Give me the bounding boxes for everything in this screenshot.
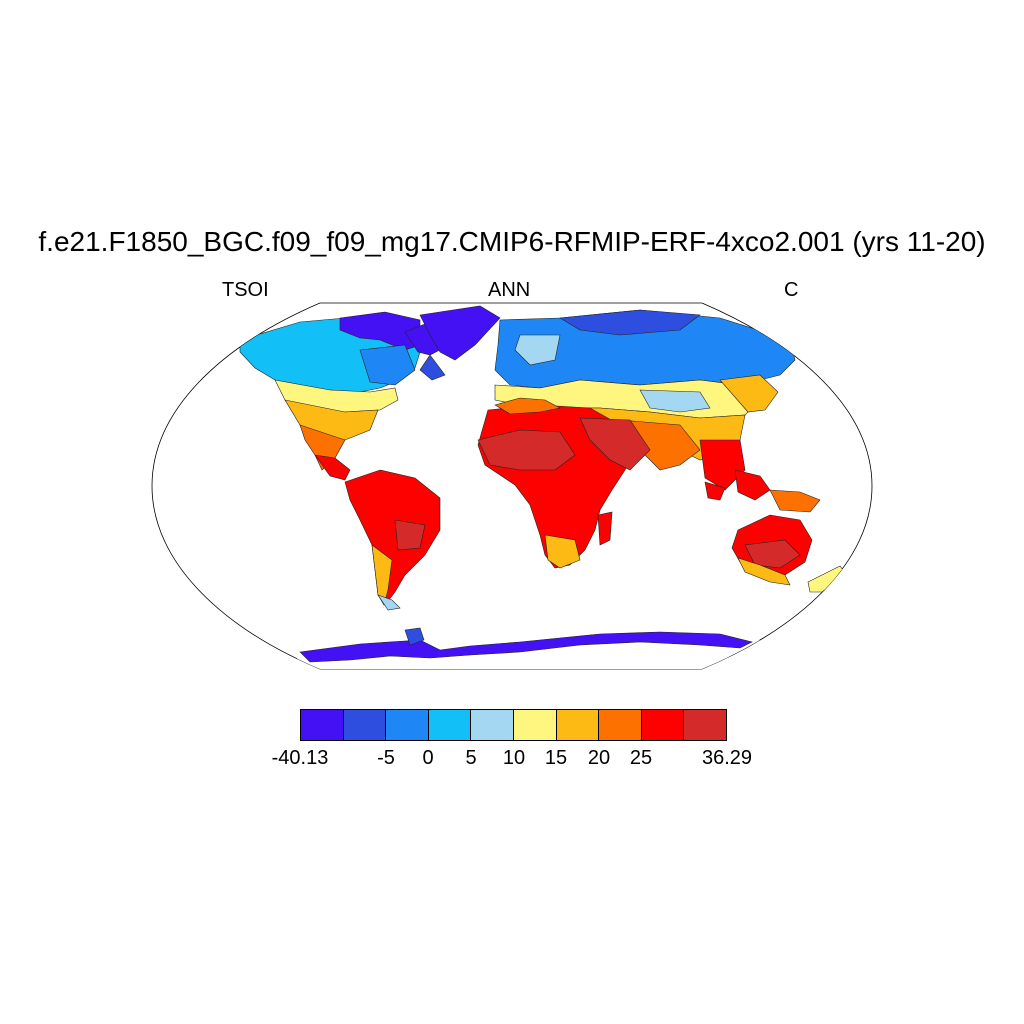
colorbar-label: 10 [502,747,526,769]
colorbar-label: 25 [629,747,653,769]
colorbar-swatch [599,710,642,740]
maritime-asia [704,469,821,513]
colorbar-label: 0 [422,747,434,769]
greenland [419,305,501,361]
colorbar-swatch [343,710,387,740]
colorbar-label: 20 [587,747,611,769]
colorbar [300,709,727,741]
colorbar-swatch [684,710,726,740]
colorbar-label: -5 [377,747,395,769]
africa [477,397,651,569]
season-label: ANN [488,279,531,301]
south-america [344,469,441,611]
colorbar-swatch [386,710,429,740]
colorbar-label: 36.29 [701,747,753,769]
colorbar-label: 5 [465,747,477,769]
map-title: f.e21.F1850_BGC.f09_f09_mg17.CMIP6-RFMIP… [38,226,986,257]
colorbar-label: -40.13 [271,747,329,769]
antarctica [290,627,780,669]
colorbar-label: 15 [544,747,568,769]
colorbar-swatch [471,710,514,740]
colorbar-swatch [513,710,557,740]
variable-label: TSOI [222,279,269,301]
australia [731,514,847,593]
units-label: C [784,279,799,301]
north-america [239,311,471,481]
colorbar-swatch [556,710,600,740]
colorbar-swatch [428,710,472,740]
colorbar-swatch [301,710,344,740]
colorbar-swatch [641,710,685,740]
